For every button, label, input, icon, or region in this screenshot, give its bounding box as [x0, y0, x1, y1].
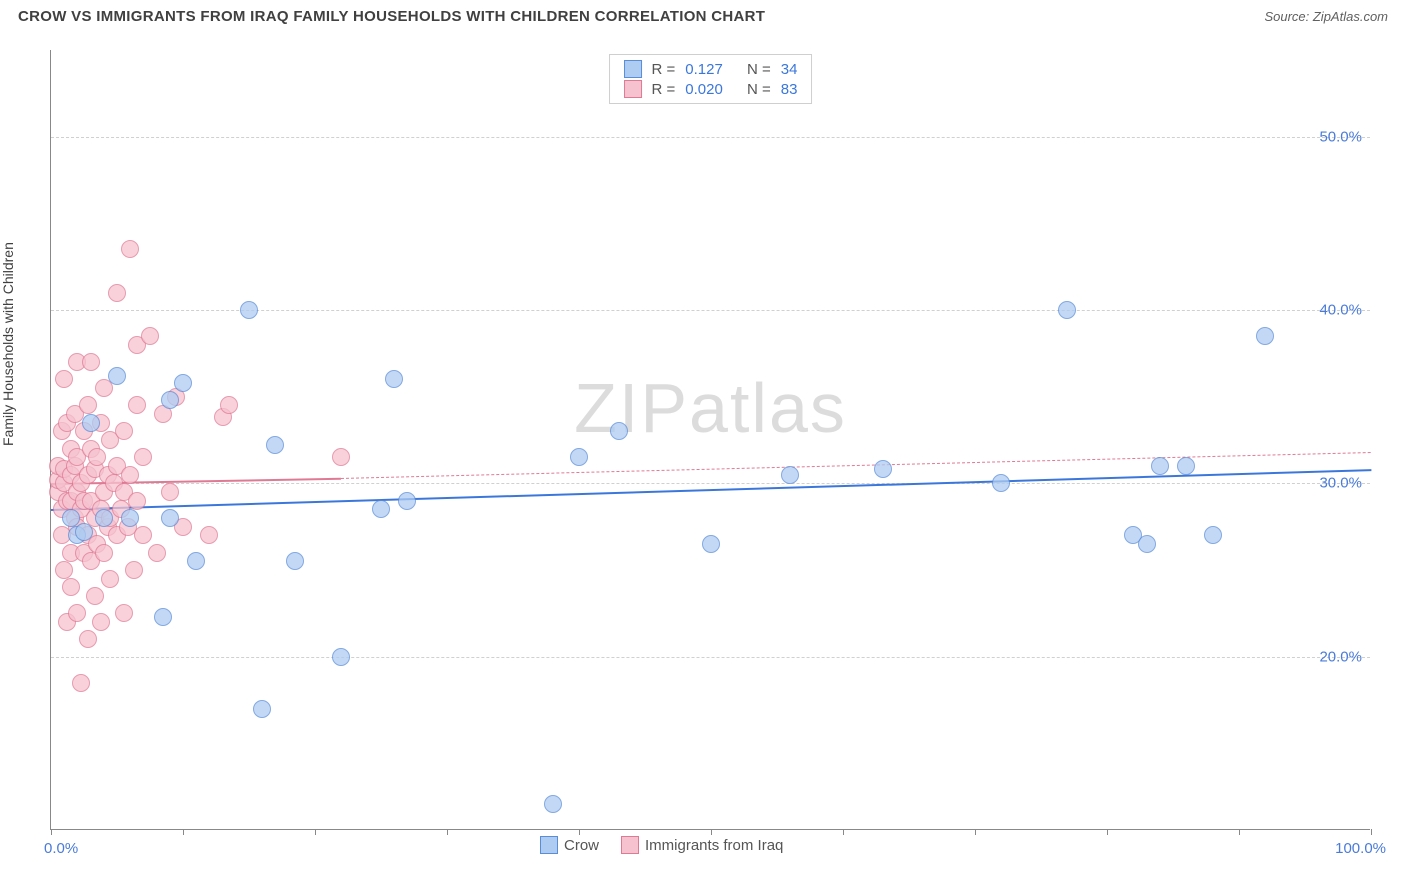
point-crow: [1204, 526, 1222, 544]
point-iraq: [88, 448, 106, 466]
x-tick: [711, 829, 712, 835]
y-tick-label: 40.0%: [1319, 302, 1362, 319]
point-crow: [874, 460, 892, 478]
x-axis-max-label: 100.0%: [1335, 840, 1386, 857]
x-tick: [447, 829, 448, 835]
point-crow: [544, 795, 562, 813]
point-crow: [570, 448, 588, 466]
point-iraq: [128, 396, 146, 414]
point-iraq: [68, 604, 86, 622]
gridline: [51, 137, 1370, 138]
point-crow: [1058, 301, 1076, 319]
y-axis-title: Family Households with Children: [0, 242, 16, 446]
gridline: [51, 657, 1370, 658]
legend-label-crow: Crow: [564, 837, 599, 854]
source-label: Source: ZipAtlas.com: [1264, 9, 1388, 24]
point-crow: [992, 474, 1010, 492]
point-crow: [121, 509, 139, 527]
point-iraq: [115, 604, 133, 622]
point-crow: [253, 700, 271, 718]
x-tick: [843, 829, 844, 835]
point-iraq: [101, 570, 119, 588]
point-crow: [161, 509, 179, 527]
point-crow: [1256, 327, 1274, 345]
y-tick-label: 20.0%: [1319, 648, 1362, 665]
point-iraq: [86, 587, 104, 605]
point-iraq: [141, 327, 159, 345]
swatch-crow: [540, 836, 558, 854]
x-tick: [1107, 829, 1108, 835]
legend-row-crow: R = 0.127 N = 34: [624, 59, 798, 79]
point-crow: [286, 552, 304, 570]
x-tick: [315, 829, 316, 835]
point-crow: [187, 552, 205, 570]
swatch-crow: [624, 60, 642, 78]
swatch-iraq: [621, 836, 639, 854]
y-tick-label: 30.0%: [1319, 475, 1362, 492]
legend-row-iraq: R = 0.020 N = 83: [624, 79, 798, 99]
point-iraq: [134, 526, 152, 544]
point-crow: [108, 367, 126, 385]
point-iraq: [79, 396, 97, 414]
point-crow: [781, 466, 799, 484]
point-iraq: [72, 674, 90, 692]
trend-line: [51, 469, 1371, 511]
x-axis-min-label: 0.0%: [44, 840, 78, 857]
swatch-iraq: [624, 80, 642, 98]
point-crow: [266, 436, 284, 454]
point-iraq: [115, 422, 133, 440]
point-iraq: [55, 370, 73, 388]
point-crow: [332, 648, 350, 666]
point-crow: [174, 374, 192, 392]
point-crow: [240, 301, 258, 319]
point-iraq: [161, 483, 179, 501]
scatter-chart: ZIPatlas R = 0.127 N = 34 R = 0.020 N = …: [50, 50, 1370, 830]
point-crow: [702, 535, 720, 553]
point-iraq: [121, 240, 139, 258]
point-iraq: [148, 544, 166, 562]
legend-label-iraq: Immigrants from Iraq: [645, 837, 783, 854]
point-iraq: [79, 630, 97, 648]
point-iraq: [220, 396, 238, 414]
legend-series: Crow Immigrants from Iraq: [540, 836, 783, 854]
gridline: [51, 483, 1370, 484]
point-crow: [154, 608, 172, 626]
point-crow: [161, 391, 179, 409]
point-crow: [398, 492, 416, 510]
point-iraq: [128, 492, 146, 510]
x-tick: [51, 829, 52, 835]
x-tick: [183, 829, 184, 835]
y-tick-label: 50.0%: [1319, 128, 1362, 145]
point-iraq: [134, 448, 152, 466]
point-crow: [1177, 457, 1195, 475]
point-crow: [75, 523, 93, 541]
point-crow: [610, 422, 628, 440]
point-iraq: [62, 578, 80, 596]
point-crow: [1151, 457, 1169, 475]
point-iraq: [82, 353, 100, 371]
x-tick: [1371, 829, 1372, 835]
point-iraq: [200, 526, 218, 544]
point-iraq: [332, 448, 350, 466]
x-tick: [579, 829, 580, 835]
legend-correlation: R = 0.127 N = 34 R = 0.020 N = 83: [609, 54, 813, 104]
point-iraq: [108, 284, 126, 302]
point-crow: [82, 414, 100, 432]
point-crow: [1138, 535, 1156, 553]
point-crow: [372, 500, 390, 518]
point-iraq: [95, 544, 113, 562]
point-iraq: [55, 561, 73, 579]
point-iraq: [121, 466, 139, 484]
x-tick: [1239, 829, 1240, 835]
x-tick: [975, 829, 976, 835]
point-iraq: [125, 561, 143, 579]
point-crow: [95, 509, 113, 527]
point-iraq: [92, 613, 110, 631]
point-crow: [385, 370, 403, 388]
chart-title: CROW VS IMMIGRANTS FROM IRAQ FAMILY HOUS…: [18, 8, 765, 25]
